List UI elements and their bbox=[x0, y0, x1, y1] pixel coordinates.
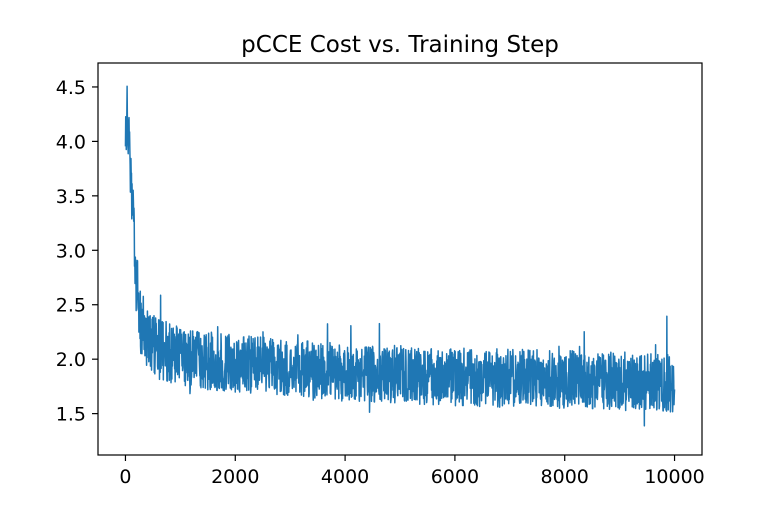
x-tick-label: 2000 bbox=[211, 466, 259, 488]
plot-area bbox=[124, 85, 676, 427]
y-tick-label: 4.5 bbox=[56, 77, 86, 99]
y-tick-label: 1.5 bbox=[56, 404, 86, 426]
y-tick-label: 3.5 bbox=[56, 186, 86, 208]
axes-frame bbox=[97, 62, 703, 456]
x-tick-label: 10000 bbox=[644, 466, 704, 488]
cost-line bbox=[124, 85, 676, 427]
x-tick-label: 4000 bbox=[321, 466, 369, 488]
y-tick-label: 2.5 bbox=[56, 295, 86, 317]
y-tick-label: 2.0 bbox=[56, 349, 86, 371]
x-axis: 0 2000 4000 6000 8000 10000 bbox=[119, 455, 705, 488]
x-tick-label: 8000 bbox=[541, 466, 589, 488]
x-tick-label: 0 bbox=[119, 466, 131, 488]
chart-title: pCCE Cost vs. Training Step bbox=[241, 32, 559, 58]
y-tick-label: 3.0 bbox=[56, 240, 86, 262]
y-tick-label: 4.0 bbox=[56, 131, 86, 153]
x-tick-label: 6000 bbox=[431, 466, 479, 488]
y-axis: 1.5 2.0 2.5 3.0 3.5 4.0 4.5 bbox=[56, 77, 98, 426]
